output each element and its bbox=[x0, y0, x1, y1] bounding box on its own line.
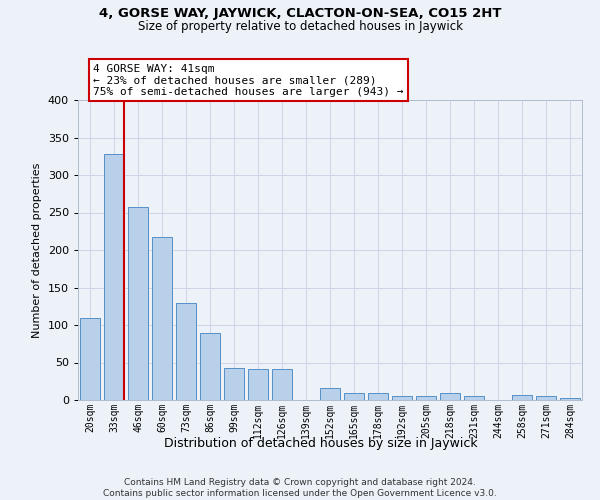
Bar bbox=[224, 368, 244, 400]
Bar bbox=[560, 398, 580, 400]
Bar bbox=[248, 369, 268, 400]
Text: 4 GORSE WAY: 41sqm
← 23% of detached houses are smaller (289)
75% of semi-detach: 4 GORSE WAY: 41sqm ← 23% of detached hou… bbox=[93, 64, 404, 97]
Y-axis label: Number of detached properties: Number of detached properties bbox=[32, 162, 42, 338]
Bar bbox=[392, 396, 412, 400]
Text: Contains HM Land Registry data © Crown copyright and database right 2024.
Contai: Contains HM Land Registry data © Crown c… bbox=[103, 478, 497, 498]
Bar bbox=[176, 303, 196, 400]
Text: Distribution of detached houses by size in Jaywick: Distribution of detached houses by size … bbox=[164, 438, 478, 450]
Bar bbox=[416, 396, 436, 400]
Text: Size of property relative to detached houses in Jaywick: Size of property relative to detached ho… bbox=[137, 20, 463, 33]
Bar bbox=[368, 393, 388, 400]
Bar bbox=[200, 332, 220, 400]
Bar bbox=[512, 395, 532, 400]
Bar bbox=[320, 388, 340, 400]
Bar bbox=[80, 318, 100, 400]
Bar bbox=[128, 207, 148, 400]
Bar bbox=[440, 393, 460, 400]
Bar bbox=[104, 154, 124, 400]
Bar bbox=[272, 369, 292, 400]
Bar bbox=[152, 236, 172, 400]
Text: 4, GORSE WAY, JAYWICK, CLACTON-ON-SEA, CO15 2HT: 4, GORSE WAY, JAYWICK, CLACTON-ON-SEA, C… bbox=[99, 8, 501, 20]
Bar bbox=[344, 392, 364, 400]
Bar bbox=[536, 396, 556, 400]
Bar bbox=[464, 396, 484, 400]
